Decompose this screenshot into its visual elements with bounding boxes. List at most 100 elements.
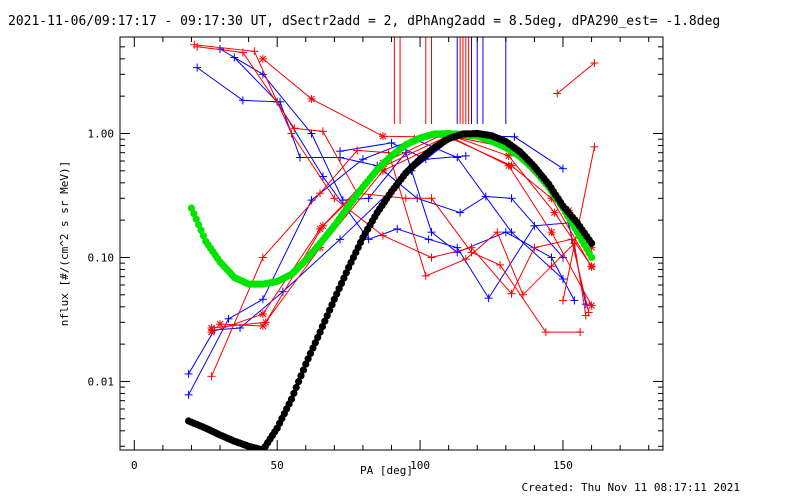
- curve-dot: [588, 253, 596, 262]
- curve-dot: [292, 383, 300, 392]
- series-line: [233, 57, 587, 305]
- x-tick-label: 100: [410, 459, 430, 472]
- data-point: [258, 54, 267, 63]
- data-point: [387, 138, 396, 147]
- data-point: [318, 127, 327, 136]
- x-axis-title: PA [deg]: [360, 464, 413, 477]
- data-point: [584, 308, 593, 317]
- data-point: [184, 390, 193, 399]
- data-point: [427, 194, 436, 203]
- axes: 0 50 100 150 0.01 0.10 1.00 PA [deg] nflux [#/(c…: [58, 36, 664, 477]
- x-tick-label: 0: [131, 459, 138, 472]
- data-point: [216, 320, 225, 329]
- data-point: [224, 314, 233, 323]
- data-point: [193, 63, 202, 72]
- curve-dot: [304, 355, 312, 363]
- data-point: [207, 372, 216, 381]
- data-point: [501, 228, 510, 237]
- y-axis-title: nflux [#/(cm^2 s sr MeV)]: [58, 161, 71, 327]
- y-tick-label: 0.01: [88, 375, 115, 388]
- data-point: [453, 243, 462, 252]
- curve-dot: [297, 372, 305, 380]
- data-point: [353, 146, 362, 155]
- data-point: [553, 89, 562, 98]
- data-point: [424, 235, 433, 244]
- data-point: [461, 151, 470, 160]
- curve-dot: [295, 378, 303, 386]
- data-point: [496, 260, 505, 269]
- curve-dot: [199, 232, 207, 240]
- curve-dot: [588, 239, 596, 247]
- data-point: [453, 153, 462, 162]
- x-tick-label: 50: [271, 459, 284, 472]
- data-point: [258, 322, 267, 331]
- data-point: [336, 147, 345, 156]
- x-tick-label: 150: [553, 459, 573, 472]
- data-point: [590, 59, 599, 68]
- curve-dot: [197, 226, 205, 234]
- data-point: [493, 228, 502, 237]
- data-point: [456, 208, 465, 217]
- data-point: [547, 228, 556, 237]
- data-point: [258, 295, 267, 304]
- curve-dot: [187, 204, 195, 212]
- series-line: [194, 44, 590, 313]
- curve-dot: [290, 389, 298, 397]
- curve-dot: [299, 366, 307, 374]
- data-point: [530, 221, 539, 230]
- curve-dot: [311, 339, 319, 347]
- data-point: [358, 155, 367, 164]
- data-point: [481, 192, 490, 201]
- data-point: [258, 70, 267, 79]
- data-point: [461, 255, 470, 264]
- curve-dot: [323, 312, 331, 320]
- data-point: [184, 369, 193, 378]
- data-point: [510, 132, 519, 141]
- series-line: [556, 62, 595, 94]
- curve-dot: [326, 306, 334, 314]
- data-point: [378, 132, 387, 141]
- data-point: [401, 194, 410, 203]
- data-point: [467, 248, 476, 257]
- data-point: [316, 224, 325, 233]
- curve-dot: [318, 323, 326, 331]
- y-tick-label: 0.10: [88, 251, 115, 264]
- data-point: [238, 48, 247, 57]
- data-point: [330, 194, 339, 203]
- data-point: [336, 235, 345, 244]
- curve-dot: [316, 328, 324, 336]
- data-point: [193, 42, 202, 51]
- data-point: [290, 124, 299, 133]
- data-point: [230, 53, 239, 62]
- data-point: [541, 328, 550, 337]
- data-point: [250, 47, 259, 56]
- green-curve: [187, 129, 596, 288]
- y-tick-label: 1.00: [88, 127, 115, 140]
- data-point: [427, 228, 436, 237]
- data-point: [258, 309, 267, 318]
- chart-title: 2021-11-06/09:17:17 - 09:17:30 UT, dSect…: [8, 14, 721, 29]
- series-line: [211, 149, 587, 377]
- data-point: [378, 231, 387, 240]
- data-point: [587, 301, 596, 310]
- data-point: [207, 328, 216, 337]
- data-point: [547, 253, 556, 262]
- data-point: [258, 253, 267, 262]
- data-point: [550, 208, 559, 217]
- data-point: [238, 96, 247, 105]
- data-point: [507, 289, 516, 298]
- data-point: [507, 194, 516, 203]
- data-point: [427, 253, 436, 262]
- data-point: [307, 94, 316, 103]
- data-point: [307, 129, 316, 138]
- data-point: [558, 296, 567, 305]
- data-point: [576, 328, 585, 337]
- data-point: [364, 194, 373, 203]
- curve-dot: [287, 395, 296, 403]
- data-series: [184, 40, 599, 399]
- data-point: [530, 243, 539, 252]
- curve-dot: [192, 215, 200, 223]
- series-line: [211, 134, 593, 329]
- created-label: Created: Thu Nov 11 08:17:11 2021: [521, 481, 740, 494]
